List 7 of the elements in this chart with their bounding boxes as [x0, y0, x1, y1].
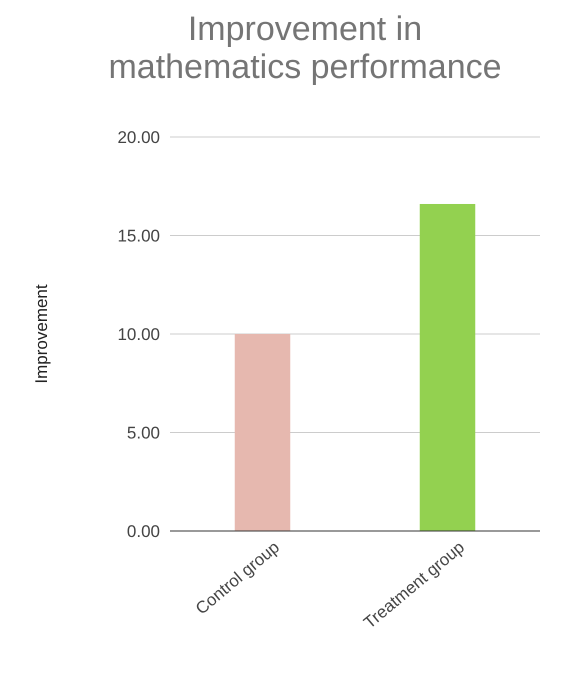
chart-title: Improvement in mathematics performance	[108, 10, 502, 86]
y-tick-label: 20.00	[117, 128, 160, 147]
y-tick-label: 0.00	[126, 522, 160, 541]
y-tick-label: 15.00	[117, 226, 160, 246]
y-axis-title: Improvement	[32, 284, 51, 384]
y-tick-label: 5.00	[126, 423, 160, 442]
y-tick-label: 10.00	[117, 324, 160, 344]
